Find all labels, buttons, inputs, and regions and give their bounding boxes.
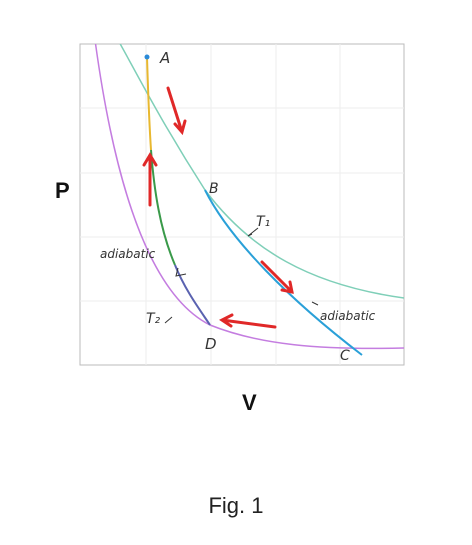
plot-frame (79, 43, 405, 366)
isotherm-t2 (94, 44, 404, 350)
curve-label: adiabatic (100, 247, 156, 261)
y-axis-label: P (55, 178, 70, 203)
point-label: C (340, 348, 350, 364)
curve-label: T₂ (146, 311, 161, 327)
direction-arrows (142, 86, 294, 329)
x-axis-label: V (242, 390, 257, 415)
curve-label: T₁ (256, 214, 270, 230)
adiabat-ad (146, 56, 211, 326)
curve-label: adiabatic (320, 309, 376, 323)
caption: Fig. 1 (208, 493, 263, 518)
point-label: D (205, 335, 217, 353)
adiabat-bc (204, 189, 363, 356)
point-dot (144, 54, 150, 60)
label-pointers (164, 227, 319, 324)
point-label: B (209, 181, 219, 197)
point-label: A (159, 49, 170, 67)
